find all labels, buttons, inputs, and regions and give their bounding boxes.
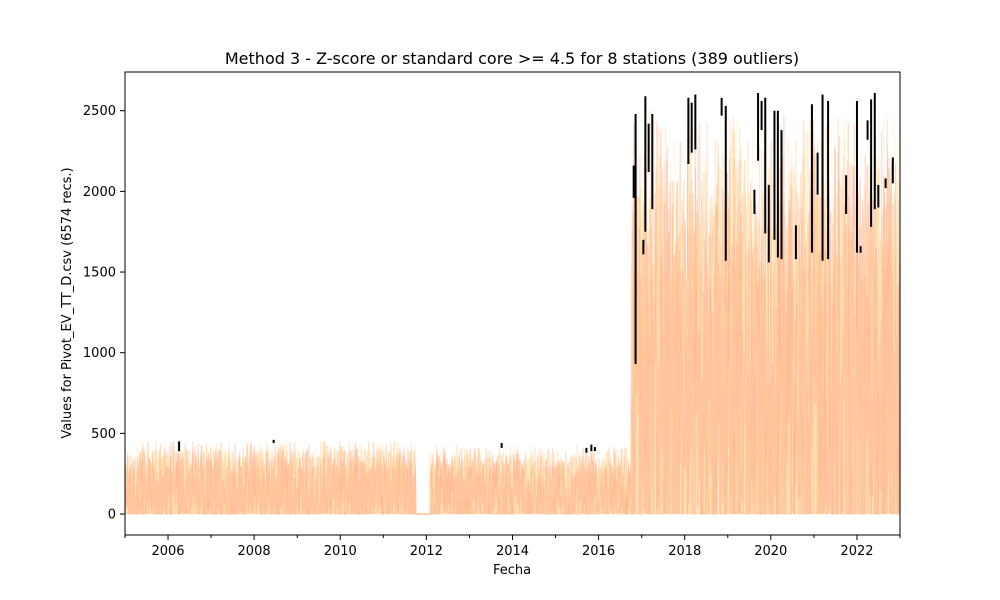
y-tick-label-1500: 1500 bbox=[83, 266, 116, 281]
x-tick-label-2022: 2022 bbox=[840, 544, 873, 559]
x-axis: 2006 2008 2010 2012 2014 2016 2018 2020 2022 bbox=[124, 535, 901, 559]
outlier-series-group bbox=[178, 92, 894, 453]
y-tick-label-2000: 2000 bbox=[83, 185, 116, 200]
chart-title: Method 3 - Z-score or standard core >= 4… bbox=[225, 49, 799, 68]
x-tick-label-2014: 2014 bbox=[496, 544, 529, 559]
x-axis-label: Fecha bbox=[493, 563, 531, 578]
x-tick-label-2010: 2010 bbox=[324, 544, 357, 559]
y-tick-label-2500: 2500 bbox=[83, 104, 116, 119]
station-series-3 bbox=[124, 108, 901, 516]
y-axis: 0 500 1000 1500 2000 2500 bbox=[83, 104, 125, 523]
y-tick-label-1000: 1000 bbox=[83, 346, 116, 361]
station-series-7 bbox=[124, 110, 901, 516]
x-tick-label-2018: 2018 bbox=[668, 544, 701, 559]
x-tick-label-2016: 2016 bbox=[582, 544, 615, 559]
x-tick-label-2008: 2008 bbox=[238, 544, 271, 559]
y-tick-label-0: 0 bbox=[108, 508, 116, 523]
station-series-2 bbox=[124, 121, 901, 516]
station-series-5 bbox=[124, 120, 901, 516]
plot-area bbox=[124, 92, 901, 517]
station-series-1 bbox=[124, 116, 901, 517]
station-series-8 bbox=[124, 115, 901, 516]
x-tick-label-2006: 2006 bbox=[151, 544, 184, 559]
station-series-group bbox=[124, 108, 901, 517]
y-axis-label: Values for Pivot_EV_TT_D.csv (6574 recs.… bbox=[60, 167, 75, 438]
x-tick-label-2020: 2020 bbox=[754, 544, 787, 559]
station-series-6 bbox=[124, 115, 901, 516]
x-tick-label-2012: 2012 bbox=[410, 544, 443, 559]
station-series-4 bbox=[124, 121, 901, 516]
y-tick-label-500: 500 bbox=[91, 427, 116, 442]
